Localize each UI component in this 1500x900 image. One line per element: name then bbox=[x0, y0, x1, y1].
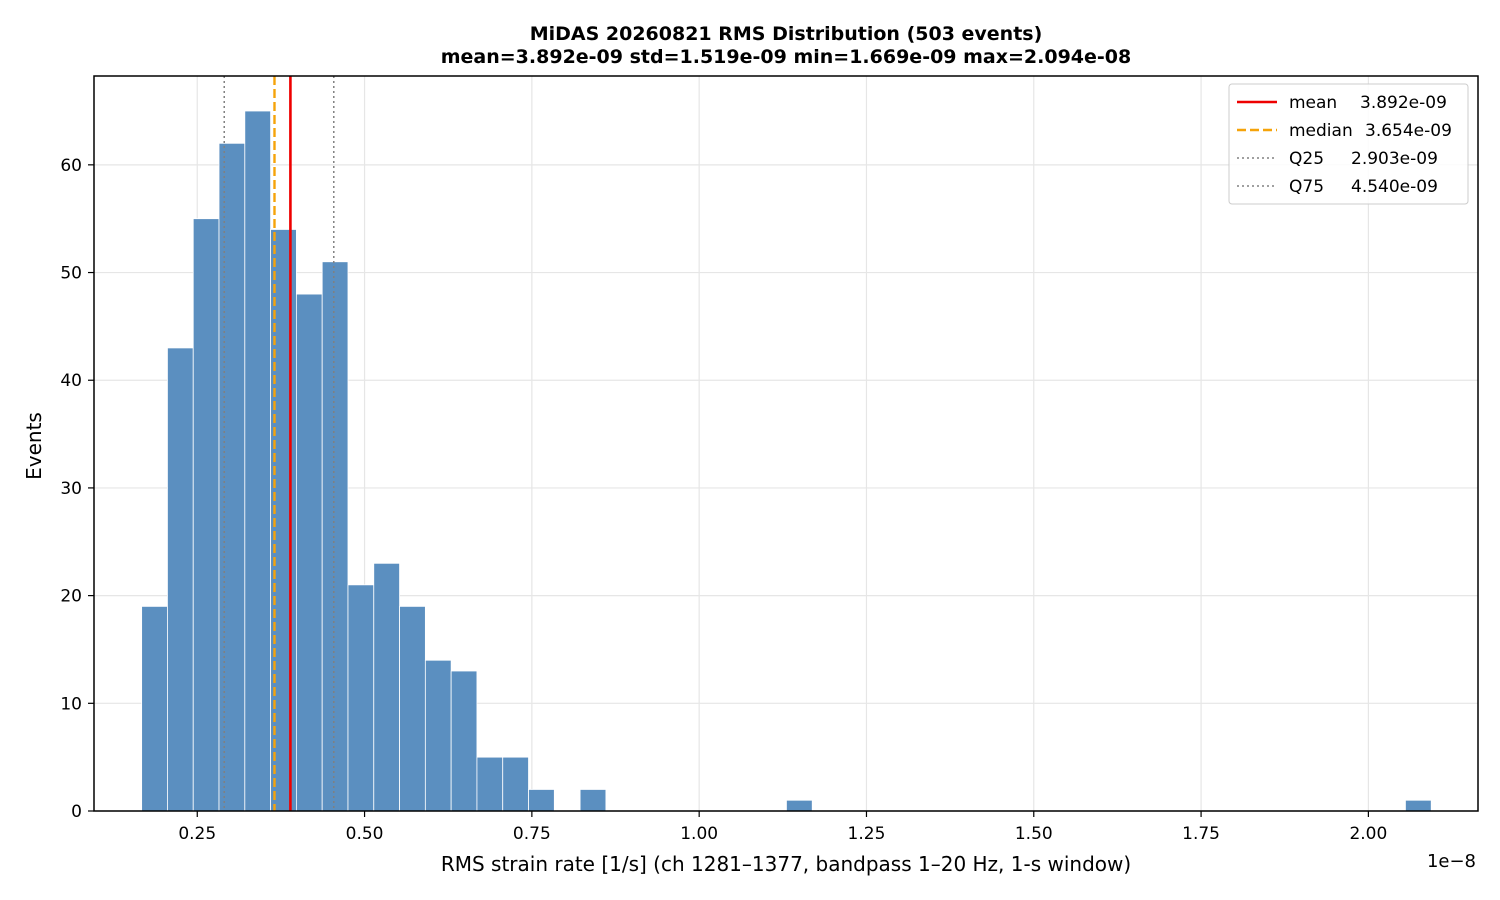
x-axis-offset-label: 1e−8 bbox=[1427, 851, 1476, 872]
histogram-bar bbox=[347, 584, 375, 812]
x-tick-label: 2.00 bbox=[1349, 824, 1387, 844]
y-tick-label: 30 bbox=[60, 479, 82, 499]
x-tick-label: 0.75 bbox=[513, 824, 551, 844]
legend-label-mean: mean bbox=[1289, 93, 1337, 113]
histogram-bar bbox=[1405, 799, 1432, 812]
x-tick-label: 1.75 bbox=[1182, 824, 1220, 844]
x-axis-ticks: 0.25 0.50 0.75 1.00 1.25 1.50 1.75 2.00 bbox=[178, 811, 1387, 844]
legend-label-q75: Q75 bbox=[1289, 177, 1324, 197]
x-tick-label: 0.25 bbox=[178, 824, 216, 844]
histogram-bar bbox=[244, 110, 272, 812]
x-tick-label: 1.50 bbox=[1015, 824, 1053, 844]
histogram-bar bbox=[399, 605, 426, 812]
y-tick-label: 0 bbox=[71, 802, 82, 822]
chart-title-line2: mean=3.892e-09 std=1.519e-09 min=1.669e-… bbox=[441, 46, 1132, 68]
legend-label-median: median bbox=[1289, 121, 1353, 141]
histogram-bar bbox=[218, 142, 246, 812]
y-axis-ticks: 0 10 20 30 40 50 60 bbox=[60, 156, 94, 822]
x-tick-label: 0.50 bbox=[346, 824, 384, 844]
histogram-bar bbox=[321, 261, 349, 812]
histogram-bar bbox=[502, 756, 529, 812]
legend-label-q25: Q25 bbox=[1289, 149, 1324, 169]
histogram-bar bbox=[450, 670, 478, 812]
y-tick-label: 50 bbox=[60, 264, 82, 284]
histogram-bar bbox=[424, 659, 452, 812]
histogram-bar bbox=[167, 347, 194, 812]
chart-title-line1: MiDAS 20260821 RMS Distribution (503 eve… bbox=[530, 23, 1043, 45]
legend-value-median: 3.654e-09 bbox=[1365, 121, 1452, 141]
legend-box bbox=[1228, 83, 1469, 205]
histogram-bar bbox=[579, 789, 607, 812]
histogram-bar bbox=[295, 293, 323, 812]
histogram-bars bbox=[141, 110, 1432, 812]
x-tick-label: 1.25 bbox=[848, 824, 886, 844]
plot-area-frame bbox=[93, 75, 1479, 812]
y-tick-label: 40 bbox=[60, 371, 82, 391]
histogram-bar bbox=[192, 218, 220, 812]
y-axis-label: Events bbox=[22, 412, 46, 480]
y-tick-label: 20 bbox=[60, 587, 82, 607]
y-tick-label: 60 bbox=[60, 156, 82, 176]
legend-value-mean: 3.892e-09 bbox=[1360, 93, 1447, 113]
legend-value-q25: 2.903e-09 bbox=[1351, 149, 1438, 169]
y-tick-label: 10 bbox=[60, 694, 82, 714]
legend-value-q75: 4.540e-09 bbox=[1351, 177, 1438, 197]
histogram-bar bbox=[373, 562, 400, 812]
histogram-bar bbox=[476, 756, 504, 812]
statistic-lines bbox=[223, 76, 335, 811]
x-tick-label: 1.00 bbox=[680, 824, 718, 844]
x-axis-label: RMS strain rate [1/s] (ch 1281–1377, ban… bbox=[441, 852, 1131, 876]
legend: mean 3.892e-09 median 3.654e-09 Q25 2.903e-09… bbox=[1228, 83, 1469, 205]
histogram-bar bbox=[141, 605, 168, 812]
histogram-bar bbox=[786, 799, 813, 812]
histogram-bar bbox=[528, 789, 555, 812]
